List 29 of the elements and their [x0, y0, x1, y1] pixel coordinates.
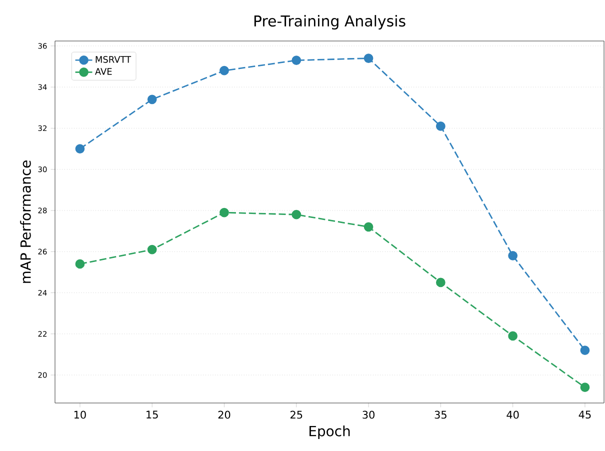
- point: [508, 331, 518, 341]
- point: [147, 244, 157, 254]
- point: [508, 251, 518, 260]
- point: [580, 346, 590, 356]
- chart-title: Pre-Training Analysis: [254, 15, 406, 30]
- legend-label: MSRVTT: [96, 56, 132, 63]
- point: [147, 94, 157, 104]
- point: [364, 54, 374, 63]
- point: [220, 66, 229, 76]
- x-tick-label: 35: [434, 410, 446, 419]
- x-tick-label: 15: [146, 410, 158, 419]
- x-tick-label: 20: [218, 410, 230, 419]
- legend-label: AVE: [95, 68, 112, 75]
- x-tick-label: 25: [290, 410, 302, 419]
- point: [364, 222, 374, 232]
- point: [75, 259, 85, 269]
- point: [75, 144, 85, 154]
- point: [292, 210, 302, 220]
- x-tick-label: 30: [362, 410, 374, 419]
- point: [436, 278, 446, 288]
- x-tick-label: 10: [74, 410, 86, 419]
- point: [220, 208, 229, 218]
- x-tick-label: 40: [506, 410, 519, 419]
- point: [292, 56, 302, 66]
- point: [580, 382, 590, 392]
- y-axis-title: mAP Performance: [20, 160, 31, 283]
- point: [436, 121, 446, 131]
- x-tick-label: 45: [578, 410, 591, 419]
- x-axis-title: Epoch: [310, 426, 350, 440]
